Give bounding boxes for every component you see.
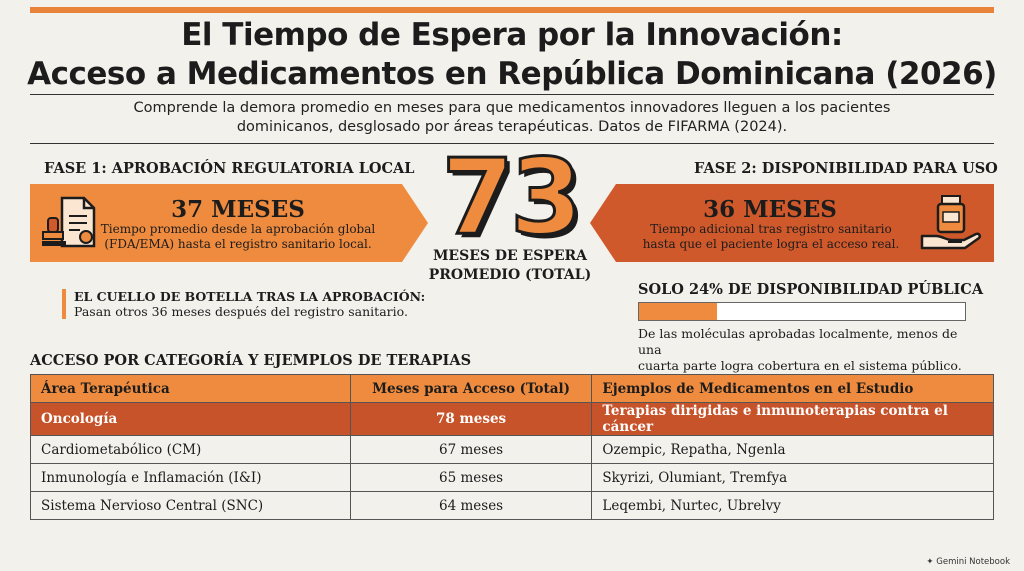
bottleneck-title: EL CUELLO DE BOTELLA TRAS LA APROBACIÓN: — [74, 289, 426, 304]
phase2-desc-line-1: Tiempo adicional tras registro sanitario — [650, 222, 892, 236]
table-cell-examples: Terapias dirigidas e inmunoterapias cont… — [591, 402, 994, 436]
phase2-desc-line-2: hasta que el paciente logra el acceso re… — [642, 237, 900, 251]
phase2-value: 36 MESES — [703, 196, 837, 223]
table-cell-months: 67 meses — [349, 435, 593, 464]
bottleneck-callout: EL CUELLO DE BOTELLA TRAS LA APROBACIÓN:… — [62, 289, 425, 319]
document-stamp-icon — [42, 196, 96, 248]
phase2-description: Tiempo adicional tras registro sanitario… — [638, 222, 904, 252]
table-cell-months: 65 meses — [349, 463, 593, 492]
phase1-title: FASE 1: APROBACIÓN REGULATORIA LOCAL — [44, 160, 415, 177]
public-availability-bar — [638, 302, 966, 321]
header-months: Meses para Acceso (Total) — [349, 374, 593, 403]
table-cell-examples: Skyrizi, Olumiant, Tremfya — [591, 463, 994, 492]
public-availability-title: SOLO 24% DE DISPONIBILIDAD PÚBLICA — [638, 281, 984, 298]
phase1-description: Tiempo promedio desde la aprobación glob… — [100, 222, 376, 252]
public-availability-bar-fill — [639, 303, 718, 320]
table-cell-area: Oncología — [30, 402, 351, 436]
subtitle-line-2: dominicanos, desglosado por áreas terapé… — [236, 119, 788, 135]
table-row: Cardiometabólico (CM) 67 meses Ozempic, … — [30, 435, 994, 464]
subtitle-line-1: Comprende la demora promedio en meses pa… — [133, 100, 891, 116]
phase2-title: FASE 2: DISPONIBILIDAD PARA USO — [694, 160, 998, 177]
divider — [30, 94, 994, 95]
hand-medicine-bottle-icon — [920, 195, 982, 250]
total-months-label: MESES DE ESPERA PROMEDIO (TOTAL) — [425, 247, 595, 285]
section-title: ACCESO POR CATEGORÍA Y EJEMPLOS DE TERAP… — [30, 352, 472, 369]
brand-label: Gemini Notebook — [936, 557, 1010, 567]
title-line-1: El Tiempo de Espera por la Innovación: — [181, 17, 843, 53]
subtitle: Comprende la demora promedio en meses pa… — [90, 99, 934, 137]
table-row: Sistema Nervioso Central (SNC) 64 meses … — [30, 491, 994, 520]
title-line-2: Acceso a Medicamentos en República Domin… — [27, 56, 997, 92]
top-accent-bar — [30, 7, 994, 13]
sparkle-icon: ✦ — [926, 557, 934, 567]
table-cell-months: 78 meses — [349, 402, 593, 436]
divider — [30, 143, 994, 144]
table-cell-examples: Ozempic, Repatha, Ngenla — [591, 435, 994, 464]
table-row: Oncología 78 meses Terapias dirigidas e … — [30, 402, 994, 436]
therapy-access-table: Área Terapéutica Meses para Acceso (Tota… — [30, 374, 994, 520]
public-availability-description: De las moléculas aprobadas localmente, m… — [638, 326, 978, 374]
header-examples: Ejemplos de Medicamentos en el Estudio — [591, 374, 994, 403]
phase1-desc-line-2: (FDA/EMA) hasta el registro sanitario lo… — [104, 237, 372, 251]
phase1-desc-line-1: Tiempo promedio desde la aprobación glob… — [100, 222, 376, 236]
table-cell-area: Sistema Nervioso Central (SNC) — [30, 491, 351, 520]
table-cell-area: Inmunología e Inflamación (I&I) — [30, 463, 351, 492]
total-label-line-2: PROMEDIO (TOTAL) — [428, 267, 592, 283]
phase1-arrow — [30, 184, 428, 262]
bottleneck-text: Pasan otros 36 meses después del registr… — [74, 304, 408, 319]
page-title: El Tiempo de Espera por la Innovación: A… — [20, 16, 1004, 94]
phase1-value: 37 MESES — [171, 196, 305, 223]
total-months-number: 73 — [440, 136, 584, 258]
brand-watermark: ✦ Gemini Notebook — [926, 557, 1010, 567]
public-desc-line-1: De las moléculas aprobadas localmente, m… — [638, 326, 958, 357]
table-cell-months: 64 meses — [349, 491, 593, 520]
header-area: Área Terapéutica — [30, 374, 351, 403]
public-desc-line-2: cuarta parte logra cobertura en el siste… — [638, 358, 962, 373]
table-header-row: Área Terapéutica Meses para Acceso (Tota… — [30, 374, 994, 403]
table-cell-area: Cardiometabólico (CM) — [30, 435, 351, 464]
total-label-line-1: MESES DE ESPERA — [432, 248, 588, 264]
table-row: Inmunología e Inflamación (I&I) 65 meses… — [30, 463, 994, 492]
table-cell-examples: Leqembi, Nurtec, Ubrelvy — [591, 491, 994, 520]
